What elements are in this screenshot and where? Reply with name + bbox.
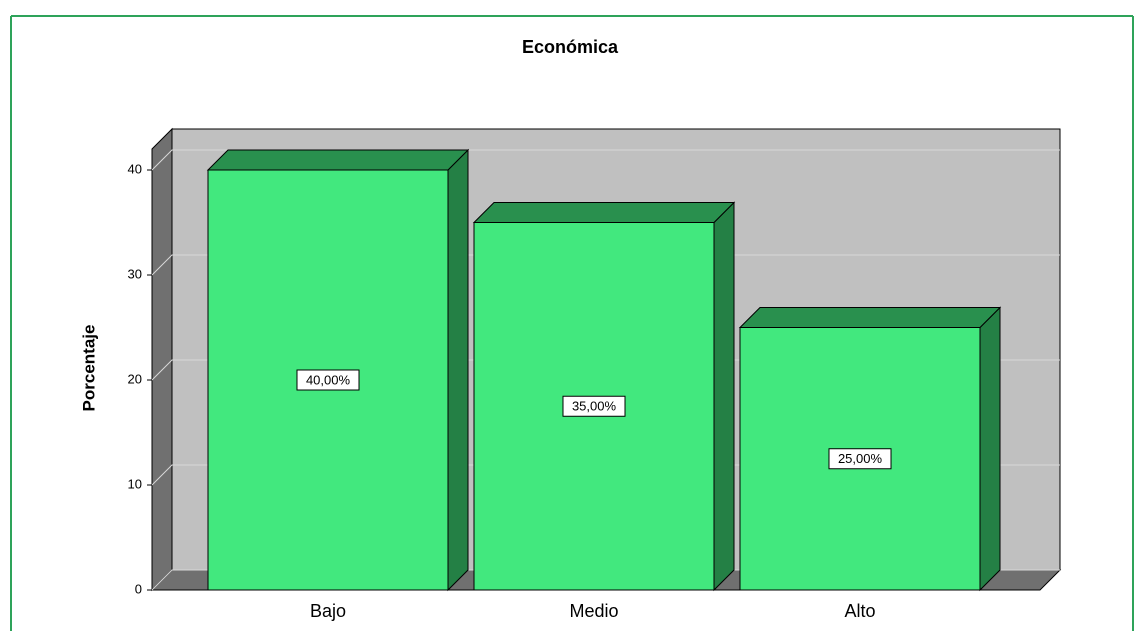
bar-top	[472, 202, 736, 223]
value-label: 25,00%	[838, 451, 883, 466]
bar-top	[738, 307, 1002, 328]
value-label: 40,00%	[306, 372, 351, 387]
y-tick-label: 30	[128, 266, 142, 281]
x-tick-label: Bajo	[310, 601, 346, 621]
bar-side	[447, 148, 469, 592]
chart-title: Económica	[522, 37, 619, 57]
grid-line	[151, 254, 1060, 276]
bar-top	[206, 149, 470, 171]
value-label-box	[562, 395, 626, 417]
bar-side	[713, 201, 735, 592]
frame	[10, 15, 1134, 631]
side-wall	[151, 127, 173, 592]
x-tick-label: Alto	[844, 601, 875, 621]
y-tick-label: 10	[128, 476, 142, 491]
value-label-box	[828, 448, 892, 470]
grid-line	[151, 149, 1060, 171]
y-tick-label: 0	[135, 581, 142, 596]
bar-side	[979, 306, 1001, 592]
y-axis-label: Porcentaje	[79, 325, 98, 412]
x-tick-label: Medio	[569, 601, 618, 621]
y-tick-label: 40	[128, 161, 142, 176]
value-label-box	[296, 369, 360, 391]
value-label: 35,00%	[572, 399, 617, 414]
y-tick-label: 20	[128, 371, 142, 386]
